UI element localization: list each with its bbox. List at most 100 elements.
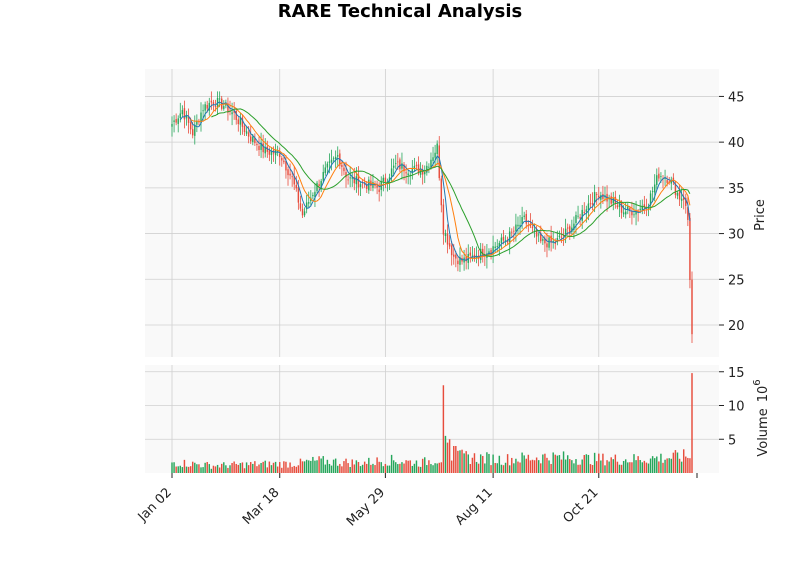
candle-body [324,167,327,174]
candle-body [428,166,430,168]
volume-bar [308,460,310,473]
candle-body [560,236,563,238]
volume-bar [676,452,679,473]
volume-bar [334,458,337,473]
candle-body [544,238,546,244]
candle-body [337,155,339,157]
candle-body [403,164,405,172]
candle-body [653,184,656,193]
candle-body [395,163,397,165]
candle-body [618,204,621,207]
volume-bar [316,460,318,473]
volume-bar [513,463,515,473]
candle-body [492,246,494,255]
candle-body [649,193,652,206]
candle-body [562,235,565,237]
volume-bar [523,455,525,473]
volume-bar [179,465,182,473]
candle-body [448,243,451,247]
volume-bar [310,460,312,473]
price-tick-label: 30 [728,228,745,243]
volume-bar [492,454,494,473]
volume-bar [403,463,405,473]
volume-bar [529,460,532,473]
candle-body [475,256,478,258]
candle-body [573,223,575,230]
volume-bar [395,462,397,473]
volume-bar [225,465,227,473]
candle-body [384,177,387,182]
volume-bar [401,462,403,473]
x-tick-label: Jan 02 [135,485,175,525]
price-axis-label: Price [753,199,768,231]
candle-body [179,113,182,119]
candle-body [627,206,629,210]
volume-bar [262,461,264,473]
volume-bar [645,462,648,473]
volume-bar [438,462,440,473]
price-axis-ticks: 20 25 30 35 40 45 [719,90,745,334]
candle-body [413,165,416,170]
candle-body [564,228,567,234]
candle-body [181,110,184,115]
volume-bar [281,467,283,473]
candle-body [689,217,691,280]
candle-body [531,226,534,229]
volume-bar [651,456,654,473]
candle-body [519,224,521,227]
volume-bar [566,455,569,473]
candle-body [330,159,333,163]
volume-bar [252,463,254,473]
candle-body [299,203,302,209]
candle-body [233,110,235,113]
candle-body [548,237,550,248]
volume-bar [610,457,612,473]
volume-bar [537,460,540,473]
candle-body [581,209,583,221]
volume-bar [351,459,353,473]
candle-body [579,217,581,219]
candle-body [241,117,244,127]
candle-body [490,249,492,254]
candle-body [670,179,673,184]
candle-body [469,252,472,256]
candle-body [558,235,561,237]
volume-bar [502,465,505,473]
volume-bar [233,461,235,473]
volume-tick-label: 5 [728,433,736,448]
volume-bar [345,458,347,473]
candle-body [297,186,300,203]
candle-body [459,257,461,265]
volume-bar [214,466,217,473]
volume-bar [256,466,258,473]
volume-bar [397,464,399,473]
candle-body [424,171,426,175]
volume-bar [250,462,252,473]
volume-bar [473,453,476,473]
candle-body [517,224,519,227]
volume-bar [616,461,619,473]
price-panel-background [145,69,719,357]
price-tick-label: 40 [728,136,745,151]
volume-bar [463,453,465,473]
candle-body [177,118,179,124]
volume-bar [258,464,260,473]
volume-bar [392,460,395,473]
candle-body [388,177,391,181]
volume-bar [194,462,196,473]
volume-bar [506,454,509,473]
candle-body [620,202,623,213]
volume-bar [299,458,302,473]
volume-bar [276,466,279,473]
candle-body [198,121,200,123]
candle-body [239,117,242,125]
candle-body [656,175,658,185]
volume-bar [206,461,208,473]
volume-bar [618,464,621,473]
candle-body [341,164,343,167]
volume-bar [220,463,223,473]
volume-bar [685,456,687,473]
candle-body [589,203,592,205]
volume-bar [672,452,675,473]
volume-bar [558,455,561,473]
